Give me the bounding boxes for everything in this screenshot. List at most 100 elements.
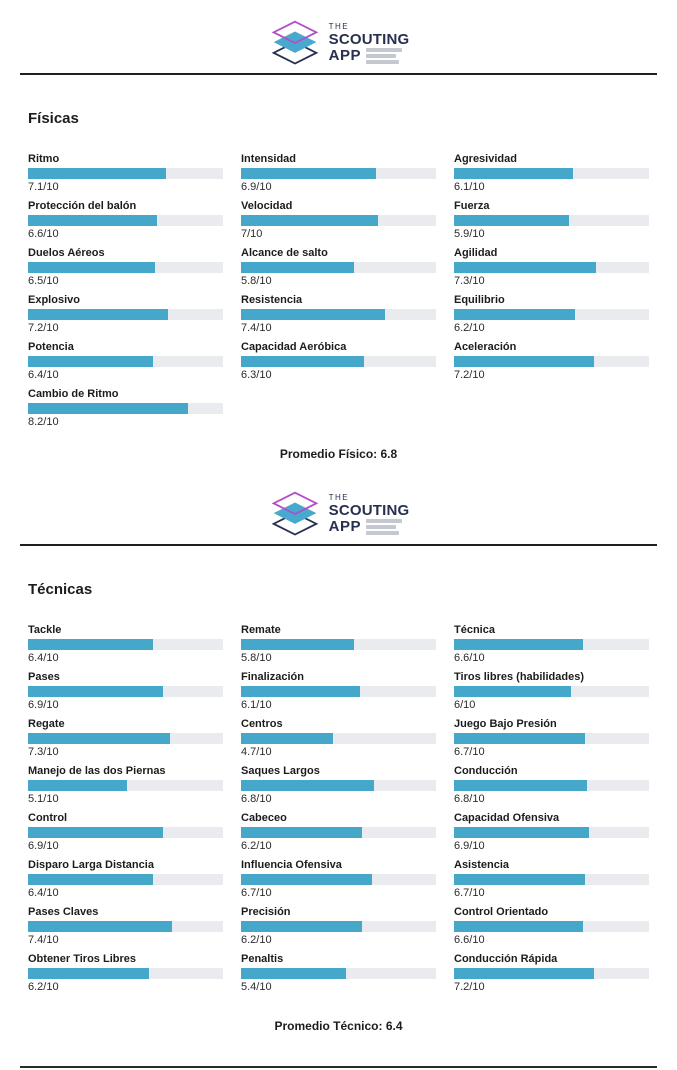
skill-value: 5.1/10 (28, 793, 59, 805)
skill-bar-track (241, 921, 436, 932)
skill-value: 7.2/10 (454, 369, 485, 381)
skill-bar-fill (454, 309, 575, 320)
skill-label: Remate (241, 624, 281, 636)
skill-item: Manejo de las dos Piernas 5.1/10 (28, 765, 223, 807)
skill-item: Finalización 6.1/10 (241, 671, 436, 713)
skill-label: Alcance de salto (241, 247, 328, 259)
skill-label: Juego Bajo Presión (454, 718, 557, 730)
skill-item: Tiros libres (habilidades) 6/10 (454, 671, 649, 713)
skill-bar-fill (241, 780, 374, 791)
skill-item: Pases Claves 7.4/10 (28, 906, 223, 948)
logo-tagline-lines (365, 518, 402, 535)
skill-item: Potencia 6.4/10 (28, 341, 223, 383)
skill-value: 7.1/10 (28, 181, 59, 193)
skill-label: Obtener Tiros Libres (28, 953, 136, 965)
skill-label: Manejo de las dos Piernas (28, 765, 166, 777)
skill-bar-fill (28, 968, 149, 979)
skill-bar-fill (454, 356, 595, 367)
skill-item: Velocidad 7/10 (241, 200, 436, 242)
skill-label: Conducción Rápida (454, 953, 558, 965)
skill-bar-track (28, 403, 223, 414)
skill-label: Tiros libres (habilidades) (454, 671, 584, 683)
skill-label: Equilibrio (454, 294, 505, 306)
skill-value: 6.4/10 (28, 369, 59, 381)
skill-value: 6.9/10 (454, 840, 485, 852)
skill-bar-fill (241, 309, 386, 320)
skill-item: Saques Largos 6.8/10 (241, 765, 436, 807)
app-logo-second: THE SCOUTING APP (0, 461, 677, 537)
skill-item: Duelos Aéreos 6.5/10 (28, 247, 223, 289)
skill-label: Intensidad (241, 153, 297, 165)
skill-bar-fill (241, 921, 362, 932)
skill-item: Técnica 6.6/10 (454, 624, 649, 666)
skill-label: Regate (28, 718, 65, 730)
skill-bar-fill (454, 686, 571, 697)
skill-label: Potencia (28, 341, 74, 353)
skill-bar-fill (241, 262, 355, 273)
skill-bar-track (28, 827, 223, 838)
skill-bar-track (28, 262, 223, 273)
section-tecnicas: Técnicas Tackle 6.4/10 Remate 5.8/10 Técnica… (0, 581, 677, 1033)
skill-value: 6.2/10 (28, 981, 59, 993)
skill-item: Agresividad 6.1/10 (454, 153, 649, 195)
skill-label: Ritmo (28, 153, 60, 165)
average-fisico: Promedio Físico: 6.8 (279, 447, 398, 461)
skill-item: Equilibrio 6.2/10 (454, 294, 649, 336)
skill-bar-track (454, 309, 649, 320)
skill-item: Control 6.9/10 (28, 812, 223, 854)
skill-bar-track (28, 356, 223, 367)
skill-bar-track (454, 639, 649, 650)
skill-bar-track (454, 780, 649, 791)
skill-bar-fill (28, 356, 153, 367)
skill-value: 6.2/10 (241, 934, 272, 946)
skill-item: Conducción Rápida 7.2/10 (454, 953, 649, 995)
skill-bar-fill (241, 639, 355, 650)
skill-bar-track (454, 874, 649, 885)
logo-text: THE SCOUTING APP (329, 22, 410, 64)
skill-bar-fill (28, 215, 157, 226)
skill-bar-track (454, 733, 649, 744)
skill-value: 6.8/10 (241, 793, 272, 805)
skill-bar-fill (241, 215, 378, 226)
average-tecnico: Promedio Técnico: 6.4 (274, 1019, 403, 1033)
skill-bar-fill (241, 356, 364, 367)
skill-label: Cabeceo (241, 812, 287, 824)
skill-bar-track (241, 874, 436, 885)
skill-bar-fill (241, 968, 347, 979)
skill-bar-track (241, 215, 436, 226)
skill-label: Control Orientado (454, 906, 549, 918)
skill-item: Protección del balón 6.6/10 (28, 200, 223, 242)
skill-bar-track (241, 827, 436, 838)
skill-bar-fill (454, 780, 587, 791)
skill-bar-track (241, 686, 436, 697)
skill-item: Juego Bajo Presión 6.7/10 (454, 718, 649, 760)
skill-item: Agilidad 7.3/10 (454, 247, 649, 289)
skill-bar-track (28, 874, 223, 885)
skill-item: Asistencia 6.7/10 (454, 859, 649, 901)
skill-label: Duelos Aéreos (28, 247, 105, 259)
skill-item: Intensidad 6.9/10 (241, 153, 436, 195)
skill-value: 7.2/10 (28, 322, 59, 334)
skill-value: 6.9/10 (28, 840, 59, 852)
skill-bar-fill (28, 733, 171, 744)
skill-value: 6.1/10 (241, 699, 272, 711)
skill-bar-fill (454, 168, 573, 179)
skill-bar-track (28, 639, 223, 650)
skill-bar-track (454, 921, 649, 932)
skill-value: 6.5/10 (28, 275, 59, 287)
skill-value: 6.6/10 (454, 652, 485, 664)
skill-bar-track (454, 215, 649, 226)
skill-value: 7.4/10 (28, 934, 59, 946)
skill-value: 6.6/10 (454, 934, 485, 946)
skill-item: Disparo Larga Distancia 6.4/10 (28, 859, 223, 901)
skill-bar-track (241, 733, 436, 744)
skill-label: Resistencia (241, 294, 303, 306)
skill-value: 7/10 (241, 228, 263, 240)
skill-item: Cambio de Ritmo 8.2/10 (28, 388, 223, 430)
skill-bar-fill (241, 874, 372, 885)
skill-label: Saques Largos (241, 765, 320, 777)
app-logo: THE SCOUTING APP (0, 0, 677, 66)
skill-item: Ritmo 7.1/10 (28, 153, 223, 195)
skill-bar-fill (28, 309, 169, 320)
skill-label: Disparo Larga Distancia (28, 859, 154, 871)
